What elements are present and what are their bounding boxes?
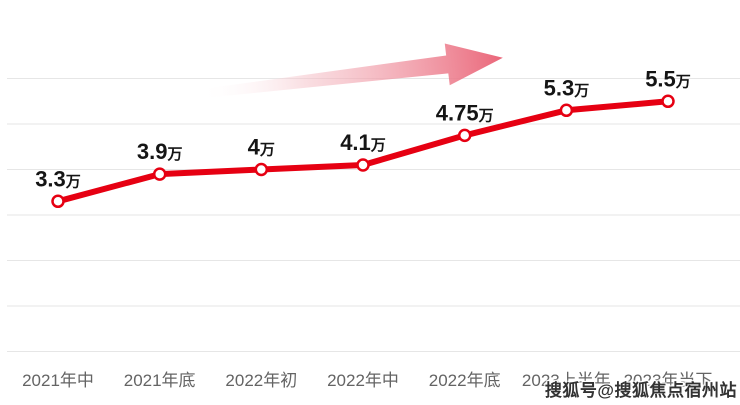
trend-arrow-icon [198, 43, 503, 99]
data-point-label: 5.3万 [544, 75, 590, 100]
data-point-label: 3.9万 [137, 139, 183, 164]
watermark: 搜狐号@搜狐焦点宿州站 [544, 381, 737, 400]
data-point-marker [152, 167, 167, 181]
data-point-label: 4万 [248, 135, 275, 160]
data-point-marker [254, 162, 269, 177]
data-point-label: 4.1万 [340, 130, 386, 155]
data-point-marker [356, 158, 370, 172]
data-point-marker [661, 94, 675, 109]
data-point-label: 5.5万 [645, 66, 691, 91]
data-point-label: 4.75万 [436, 100, 494, 125]
data-point-marker [559, 103, 574, 118]
data-point-marker [51, 194, 65, 209]
gridlines [7, 78, 740, 352]
data-point-marker [457, 128, 472, 143]
data-point-label: 3.3万 [35, 166, 81, 191]
data-series [51, 94, 675, 209]
data-point-labels: 3.3万 3.9万 4万 4.1万 4.75万 5.3万 5.5万 [35, 66, 691, 191]
